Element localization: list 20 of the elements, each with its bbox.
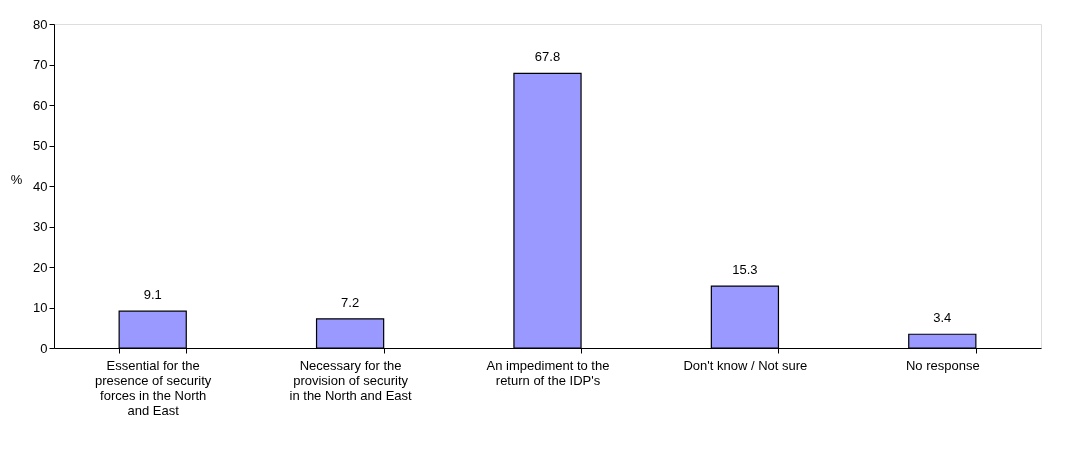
x-tick-label: Don't know / Not sure xyxy=(683,357,808,373)
y-tick-label: 70 xyxy=(33,57,48,72)
data-label: 67.8 xyxy=(534,49,561,65)
data-label: 15.3 xyxy=(732,262,758,278)
data-label: 9.1 xyxy=(143,287,162,303)
y-tick-label: 0 xyxy=(40,340,48,356)
y-tick-label: 40 xyxy=(33,178,48,194)
y-tick-label: 30 xyxy=(33,219,48,234)
y-tick-label: 60 xyxy=(33,97,48,113)
y-tick-label: 50 xyxy=(33,138,48,153)
x-tick-label: An impediment to the return of the IDP's xyxy=(486,357,610,388)
y-axis-title: % xyxy=(10,171,23,187)
x-tick-label: No response xyxy=(905,357,980,373)
data-label: 7.2 xyxy=(341,294,360,310)
y-tick-label: 80 xyxy=(33,16,48,32)
x-tick-label: Essential for the presence of security forces in the North and East xyxy=(95,357,212,418)
y-tick-label: 20 xyxy=(33,259,48,275)
x-tick-label: Necessary for the provision of security in the North and East xyxy=(289,357,413,403)
y-tick-label: 10 xyxy=(33,300,48,315)
data-label: 3.4 xyxy=(933,310,952,326)
